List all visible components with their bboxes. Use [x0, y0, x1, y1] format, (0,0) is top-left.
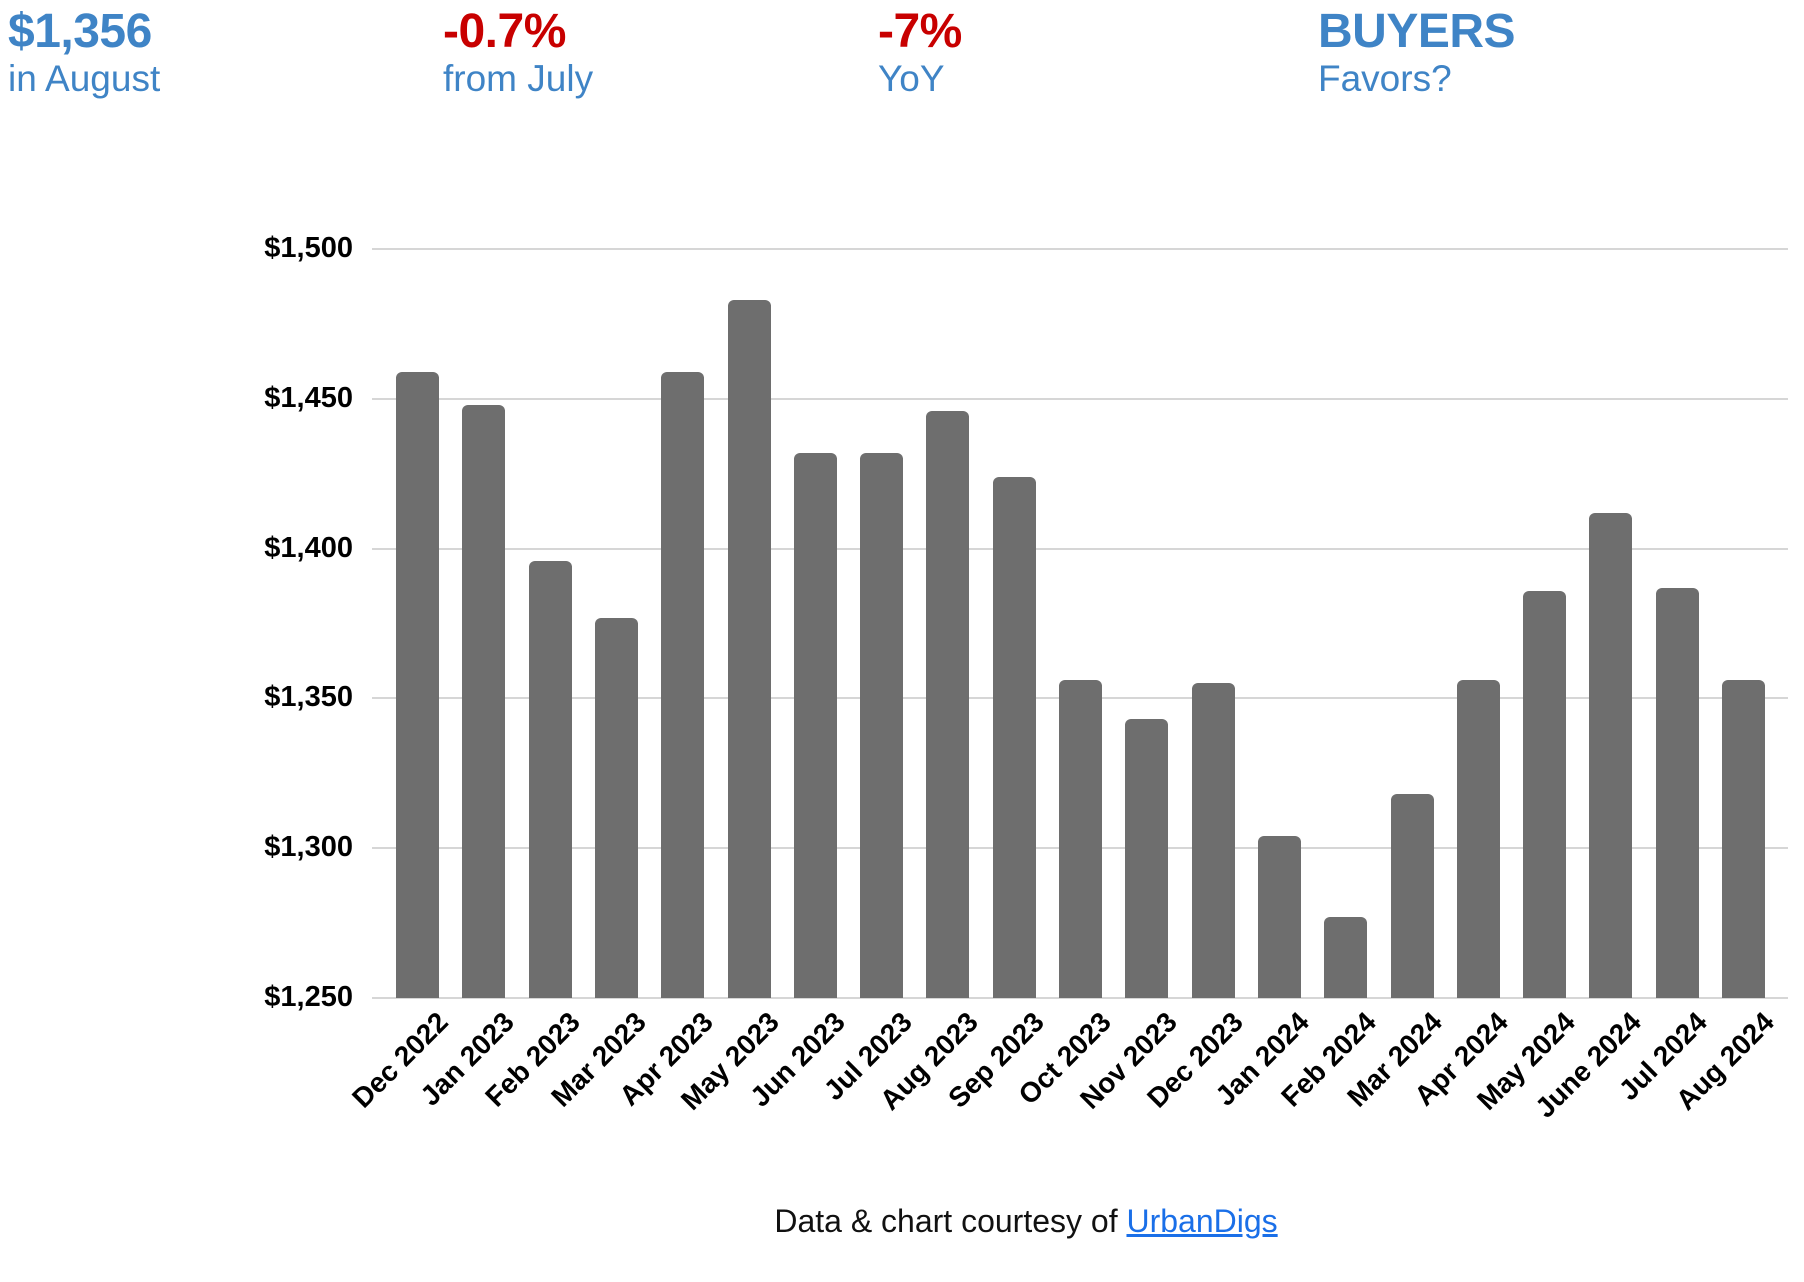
stat-value: BUYERS — [1318, 5, 1516, 58]
bar-mar-2023 — [594, 617, 638, 998]
stat-year-over-year: -7% YoY — [878, 6, 962, 100]
bar-nov-2023 — [1125, 719, 1169, 998]
bar-dec-2023 — [1191, 683, 1235, 998]
bar-sep-2023 — [992, 476, 1036, 998]
gridline — [372, 547, 1788, 550]
bar-jun-2023 — [793, 452, 837, 998]
bar-jan-2023 — [462, 404, 506, 998]
y-tick-label: $1,350 — [264, 681, 353, 714]
stat-month-over-month: -0.7% from July — [443, 6, 593, 100]
bar-jul-2024 — [1655, 587, 1699, 998]
bar-apr-2024 — [1456, 680, 1500, 998]
bar-oct-2023 — [1059, 680, 1102, 998]
stat-label: Favors? — [1318, 58, 1452, 99]
bar-chart: $1,500 $1,450 $1,400 $1,350 $1,300 $1,250 Dec… — [264, 232, 1788, 1124]
stat-market-leaning: BUYERS Favors? — [1318, 5, 1516, 100]
stat-label: in August — [8, 58, 161, 99]
bar-jan-2024 — [1257, 836, 1301, 998]
bar-may-2023 — [727, 299, 771, 998]
y-tick-label: $1,450 — [264, 381, 353, 414]
y-tick-label: $1,500 — [264, 232, 353, 264]
y-tick-label: $1,400 — [264, 531, 353, 564]
bar-aug-2023 — [926, 410, 970, 998]
bar-mar-2024 — [1390, 794, 1434, 998]
gridline — [372, 248, 1788, 250]
stat-value: -0.7% — [443, 5, 566, 58]
y-tick-label: $1,300 — [264, 831, 353, 864]
stat-label: YoY — [878, 58, 945, 99]
footer-credit: Data & chart courtesy of UrbanDigs — [376, 1203, 1676, 1240]
bar-jul-2023 — [860, 452, 904, 998]
footer-text: Data & chart courtesy of — [774, 1203, 1127, 1239]
stat-median-price: $1,356 in August — [8, 6, 160, 100]
gridline — [372, 997, 1788, 999]
stat-label: from July — [443, 58, 594, 99]
bar-dec-2022 — [396, 371, 439, 998]
urbandigs-link[interactable]: UrbanDigs — [1126, 1203, 1278, 1239]
gridline — [372, 397, 1788, 400]
stat-value: $1,356 — [8, 5, 152, 58]
stat-value: -7% — [878, 5, 962, 58]
bar-feb-2024 — [1324, 917, 1368, 998]
y-tick-label: $1,250 — [264, 981, 353, 1013]
bar-june-2024 — [1589, 512, 1633, 998]
bar-feb-2023 — [528, 560, 572, 998]
bar-aug-2024 — [1722, 680, 1765, 998]
bar-apr-2023 — [661, 371, 705, 998]
bar-may-2024 — [1523, 590, 1567, 998]
